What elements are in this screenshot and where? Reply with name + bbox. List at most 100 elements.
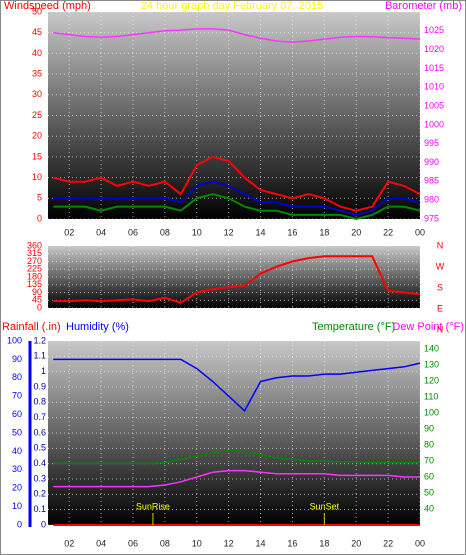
y-tick-label: 40 (12, 446, 22, 456)
chart-title: 24 hour graph day February 07, 2015 (141, 0, 323, 12)
y-tick-label: 990 (424, 157, 439, 167)
annotation: SunSet (310, 501, 340, 511)
y-tick-label: 1000 (424, 119, 444, 129)
x-tick-label: 18 (319, 227, 329, 237)
x-tick-label: 18 (319, 538, 329, 548)
series-line (53, 358, 421, 413)
x-tick-label: 22 (383, 538, 393, 548)
y-tick-label: 35 (32, 68, 42, 78)
y-tick-label: 130 (424, 359, 439, 369)
y-tick-label: 25 (32, 110, 42, 120)
temp-label: Temperature (°F) (312, 321, 395, 333)
y-tick-label: 0.3 (33, 473, 46, 483)
compass-label: E (437, 303, 443, 313)
y-tick-label: 140 (424, 343, 439, 353)
humidity-label: Humidity (%) (66, 321, 129, 333)
y-tick-label: 120 (424, 375, 439, 385)
x-tick-label: 10 (192, 538, 202, 548)
y-tick-label: 0.1 (33, 504, 46, 514)
y-tick-label: 1 (41, 366, 46, 376)
y-tick-label: 5 (37, 193, 42, 203)
series-line (53, 155, 421, 212)
y-tick-label: 1020 (424, 44, 444, 54)
x-tick-label: 22 (383, 227, 393, 237)
x-tick-label: 04 (96, 227, 106, 237)
y-tick-label: 45 (32, 295, 42, 305)
y-tick-label: 0.2 (33, 489, 46, 499)
x-tick-label: 16 (287, 538, 297, 548)
y-tick-label: 70 (424, 455, 434, 465)
plot-area (48, 12, 420, 219)
y-tick-label: 50 (12, 427, 22, 437)
y-tick-label: 0 (17, 519, 22, 529)
y-tick-label: 995 (424, 138, 439, 148)
y-tick-label: 45 (32, 27, 42, 37)
y-tick-label: 100 (424, 407, 439, 417)
x-tick-label: 02 (64, 227, 74, 237)
y-tick-label: 135 (27, 279, 42, 289)
y-tick-label: 20 (32, 131, 42, 141)
y-tick-label: 0.7 (33, 412, 46, 422)
y-tick-label: 1.1 (33, 351, 46, 361)
x-tick-label: 14 (256, 227, 266, 237)
y-tick-label: 0.8 (33, 397, 46, 407)
rain-label: Rainfall (.in) (2, 321, 61, 333)
y-tick-label: 50 (424, 487, 434, 497)
x-tick-label: 12 (224, 227, 234, 237)
series-line (53, 469, 420, 488)
y-tick-label: 1015 (424, 63, 444, 73)
y-tick-label: 980 (424, 195, 439, 205)
x-tick-label: 14 (256, 538, 266, 548)
x-tick-label: 08 (160, 538, 170, 548)
compass-label: N (437, 240, 444, 250)
series-line (53, 180, 421, 216)
series-line (53, 28, 421, 43)
y-tick-label: 20 (12, 483, 22, 493)
y-tick-label: 975 (424, 213, 439, 223)
y-tick-label: 40 (32, 48, 42, 58)
y-tick-label: 1025 (424, 25, 444, 35)
y-tick-label: 0.5 (33, 443, 46, 453)
x-tick-label: 16 (287, 227, 297, 237)
x-tick-label: 00 (415, 538, 425, 548)
y-tick-label: 0 (37, 302, 42, 312)
x-tick-label: 02 (64, 538, 74, 548)
y-tick-label: 1005 (424, 100, 444, 110)
y-tick-label: 180 (27, 271, 42, 281)
x-tick-label: 00 (415, 227, 425, 237)
x-tick-label: 06 (128, 538, 138, 548)
y-tick-label: 1010 (424, 82, 444, 92)
y-tick-label: 30 (12, 464, 22, 474)
y-tick-label: 0.6 (33, 427, 46, 437)
y-tick-label: 40 (424, 503, 434, 513)
y-tick-label: 225 (27, 264, 42, 274)
y-tick-label: 110 (424, 391, 438, 401)
compass-label: W (436, 261, 445, 271)
y-tick-label: 90 (32, 287, 42, 297)
x-tick-label: 20 (351, 227, 361, 237)
y-tick-label: 10 (32, 172, 42, 182)
y-tick-label: 15 (32, 151, 42, 161)
x-tick-label: 08 (160, 227, 170, 237)
y-tick-label: 985 (424, 176, 439, 186)
x-tick-label: 12 (224, 538, 234, 548)
y-tick-label: 0 (41, 519, 46, 529)
y-tick-label: 1.2 (33, 335, 46, 345)
x-tick-label: 04 (96, 538, 106, 548)
y2-label: Barometer (mb) (385, 0, 462, 12)
y-tick-label: 0.4 (33, 458, 46, 468)
y-tick-label: 80 (12, 372, 22, 382)
series-line (53, 193, 421, 221)
y-tick-label: 315 (27, 248, 42, 258)
compass-label: S (437, 282, 443, 292)
y-tick-label: 360 (27, 240, 42, 250)
series-line (53, 255, 421, 304)
y-tick-label: 30 (32, 89, 42, 99)
y-tick-label: 50 (32, 6, 42, 16)
series-line (53, 449, 420, 465)
x-tick-label: 10 (192, 227, 202, 237)
dewpoint-label: Dew Point (°F) (392, 321, 464, 333)
x-tick-label: 06 (128, 227, 138, 237)
y-tick-label: 60 (424, 471, 434, 481)
